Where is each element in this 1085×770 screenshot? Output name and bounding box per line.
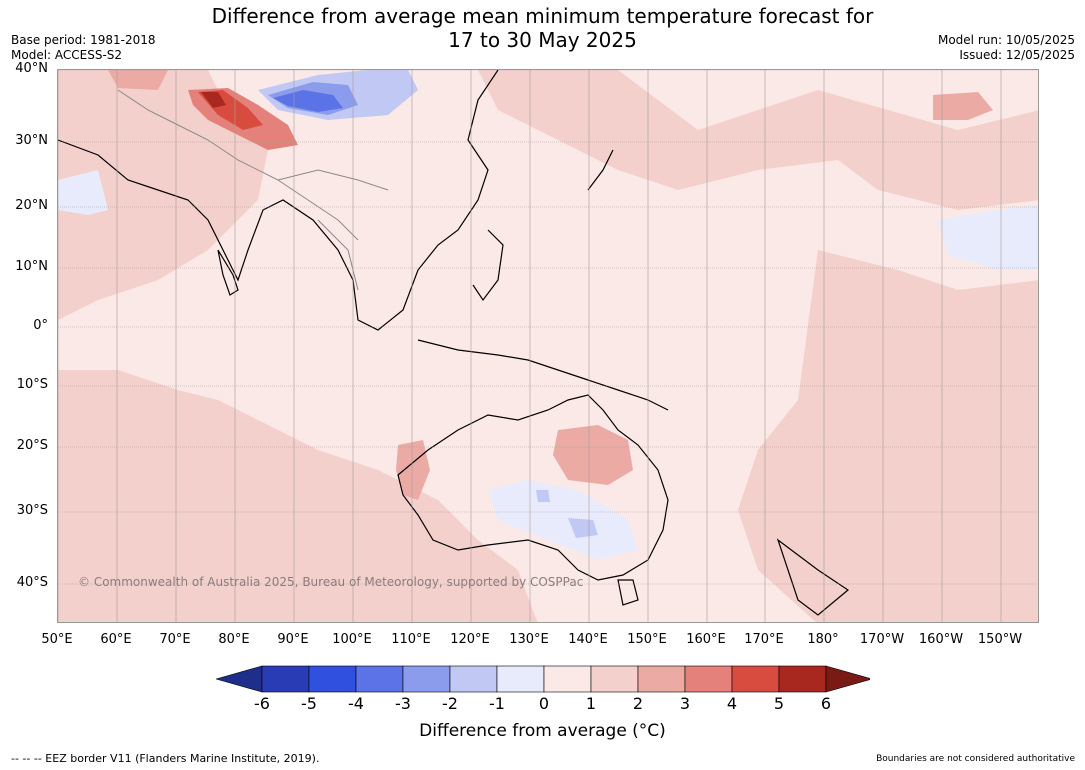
longitude-label: 160°E (686, 632, 726, 647)
anomaly-region-south-indian (58, 370, 538, 622)
colorbar-tick-label: -5 (301, 694, 317, 713)
colorbar-segment (543, 665, 592, 693)
colorbar-segment (731, 665, 780, 693)
latitude-label: 20°N (15, 198, 48, 213)
colorbar-segment (637, 665, 686, 693)
latitude-label: 10°N (15, 259, 48, 274)
colorbar-segment (449, 665, 498, 693)
eez-note: -- -- -- EEZ border V11 (Flanders Marine… (11, 752, 320, 765)
latitude-label: 40°S (16, 575, 48, 590)
longitude-label: 50°E (41, 632, 73, 647)
anomaly-hotspot-north-pacific (933, 92, 993, 120)
colorbar (216, 665, 870, 693)
anomaly-region-south-pacific (738, 250, 1038, 622)
colorbar-tick-label: 0 (538, 694, 550, 713)
anomaly-cool-central-australia (536, 490, 550, 502)
country-borders (117, 89, 389, 291)
longitude-label: 80°E (218, 632, 250, 647)
coastline-australia (397, 394, 669, 581)
model-name: Model: ACCESS-S2 (11, 48, 123, 62)
copyright-notice: © Commonwealth of Australia 2025, Bureau… (78, 575, 584, 589)
coastline-asia (58, 70, 499, 331)
coastline-new-zealand (776, 538, 850, 616)
latitude-label: 10°S (16, 377, 48, 392)
anomaly-himalaya-core (201, 92, 226, 108)
colorbar-tick-label: 4 (726, 694, 738, 713)
model-run: Model run: 10/05/2025 (937, 33, 1075, 47)
anomaly-cool-se-australia-core (568, 518, 598, 538)
coastline-tasmania (617, 579, 639, 606)
longitude-label: 110°E (391, 632, 431, 647)
longitude-label: 90°E (277, 632, 309, 647)
longitude-label: 150°E (627, 632, 667, 647)
anomaly-cool-arabia (58, 170, 108, 215)
colorbar-tick-label: 3 (679, 694, 691, 713)
colorbar-segment (684, 665, 733, 693)
longitude-label: 70°E (159, 632, 191, 647)
colorbar-segment (261, 665, 310, 693)
map-svg (58, 70, 1038, 622)
longitude-label: 170°E (744, 632, 784, 647)
latitude-label: 20°S (16, 438, 48, 453)
colorbar-tick-label: -1 (489, 694, 505, 713)
anomaly-hotspot-asia-west (108, 70, 168, 90)
coastline-japan (587, 149, 614, 191)
latitude-label: 0° (33, 318, 48, 333)
longitude-label: 60°E (100, 632, 132, 647)
coastline-philippines (472, 229, 504, 302)
colorbar-segment (496, 665, 545, 693)
anomaly-cool-tibet-core (273, 90, 343, 112)
longitude-label: 180° (807, 632, 839, 647)
coastlines (58, 70, 850, 616)
longitude-label: 150°W (977, 632, 1023, 647)
base-period: Base period: 1981-2018 (11, 33, 156, 47)
map-panel: © Commonwealth of Australia 2025, Bureau… (57, 69, 1039, 623)
boundaries-note: Boundaries are not considered authoritat… (876, 754, 1075, 764)
colorbar-segment (778, 665, 827, 693)
map-title: Difference from average mean minimum tem… (0, 4, 1085, 52)
colorbar-segment (308, 665, 357, 693)
longitude-label: 170°W (859, 632, 905, 647)
colorbar-title: Difference from average (°C) (419, 721, 666, 741)
colorbar-segment (590, 665, 639, 693)
longitude-label: 140°E (568, 632, 608, 647)
map-grid (58, 70, 1038, 622)
longitude-label: 120°E (450, 632, 490, 647)
meta-left: Base period: 1981-2018 Model: ACCESS-S2 (11, 33, 156, 63)
longitude-label: 130°E (509, 632, 549, 647)
colorbar-tick-label: 1 (585, 694, 597, 713)
issued-date: Issued: 12/05/2025 (959, 48, 1075, 62)
longitude-label: 160°W (918, 632, 964, 647)
colorbar-extend-high (825, 665, 870, 693)
colorbar-segment (402, 665, 451, 693)
coastline-indonesia (417, 339, 669, 411)
latitude-label: 30°N (15, 133, 48, 148)
colorbar-tick-label: -4 (348, 694, 364, 713)
title-line-2: 17 to 30 May 2025 (448, 28, 637, 52)
anomaly-cool-north-pacific (938, 205, 1038, 270)
colorbar-tick-label: -2 (442, 694, 458, 713)
colorbar-tick-label: 6 (820, 694, 832, 713)
latitude-label: 30°S (16, 503, 48, 518)
latitude-label: 40°N (15, 61, 48, 76)
colorbar-tick-label: -6 (254, 694, 270, 713)
coastline-sri-lanka (217, 249, 239, 296)
longitude-label: 100°E (332, 632, 372, 647)
anomaly-region-indian (58, 70, 268, 320)
title-line-1: Difference from average mean minimum tem… (211, 4, 874, 28)
anomaly-cool-se-australia (488, 480, 638, 560)
colorbar-segment (355, 665, 404, 693)
colorbar-extend-low (216, 665, 263, 693)
colorbar-tick-label: 5 (773, 694, 785, 713)
colorbar-tick-label: -3 (395, 694, 411, 713)
anomaly-region-north-pacific (478, 70, 1038, 210)
meta-right: Model run: 10/05/2025 Issued: 12/05/2025 (938, 33, 1075, 63)
colorbar-tick-label: 2 (632, 694, 644, 713)
anomaly-hotspot-australia (553, 425, 633, 485)
